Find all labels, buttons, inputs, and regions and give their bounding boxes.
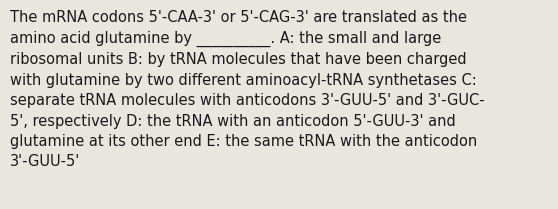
- Text: The mRNA codons 5'-CAA-3' or 5'-CAG-3' are translated as the
amino acid glutamin: The mRNA codons 5'-CAA-3' or 5'-CAG-3' a…: [10, 10, 485, 169]
